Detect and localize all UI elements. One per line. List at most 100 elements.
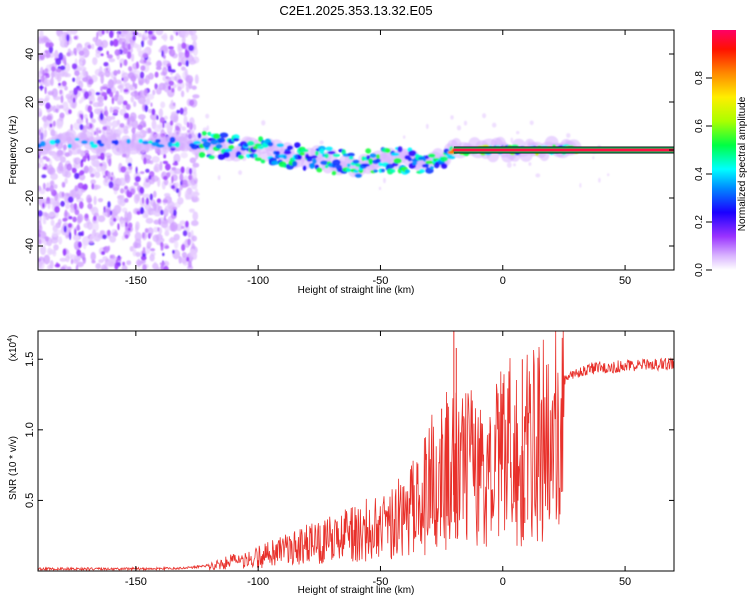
- spectrogram-blob: [253, 153, 258, 158]
- spectrogram-blob: [89, 111, 94, 119]
- spectrogram-blob: [283, 154, 288, 160]
- spectrogram-blob: [185, 220, 189, 228]
- spectrogram-blob: [184, 190, 190, 200]
- spectrogram-blob: [510, 137, 514, 144]
- spectrogram-blob: [81, 140, 88, 145]
- spectrogram-blob: [91, 118, 96, 124]
- spectrogram-blob: [117, 197, 122, 206]
- spectrogram-blob: [49, 139, 57, 145]
- spectrogram-blob: [155, 139, 161, 143]
- spectrogram-blob: [64, 209, 68, 217]
- spectrogram-blob: [120, 62, 122, 68]
- spectrogram-blob: [353, 169, 359, 174]
- spectrogram-blob: [39, 245, 47, 256]
- snr-panel: -150 -100 -50 0 50 0.5 1.0 1.5 Height of strai…: [7, 330, 675, 596]
- spectrogram-blob: [385, 148, 391, 154]
- spectrogram-blob: [163, 175, 168, 181]
- spectrogram-blob: [176, 109, 180, 114]
- spectrogram-blob: [390, 168, 396, 173]
- spectrogram-blob: [44, 79, 52, 87]
- spectrogram-blob: [440, 156, 448, 162]
- spectrogram-blob: [123, 59, 128, 66]
- spectrogram-blob: [160, 101, 166, 109]
- spectrogram-blob: [140, 65, 146, 71]
- spectrogram-blob: [369, 153, 377, 158]
- spectrogram-blob: [53, 244, 59, 251]
- spectrogram-blob: [126, 51, 132, 59]
- spectrogram-blob: [49, 180, 55, 186]
- spectrogram-blob: [74, 185, 79, 192]
- spectrogram-blob: [162, 160, 169, 165]
- spectrogram-blob: [187, 129, 191, 133]
- spectrogram-x-ticks: -150 -100 -50 0 50: [125, 30, 631, 287]
- spectrogram-blob: [61, 191, 65, 198]
- spectrogram-blob: [44, 68, 49, 73]
- spectrogram-blob: [85, 117, 88, 124]
- spectrogram-blob: [90, 179, 96, 185]
- spectrogram-blob: [592, 156, 595, 160]
- tone-core: [453, 148, 674, 152]
- spectrogram-blob: [134, 90, 138, 95]
- spectrogram-blob: [158, 218, 162, 226]
- spectrogram-blob: [66, 52, 71, 57]
- spectrogram-blob: [67, 143, 73, 149]
- spectrogram-blob: [83, 165, 89, 174]
- spectrogram-blob: [368, 158, 374, 164]
- y-tick-label: 0.5: [24, 493, 36, 508]
- snr-exponent-label: (x104): [7, 335, 19, 362]
- spectrogram-blob: [183, 115, 188, 126]
- spectrogram-blob: [146, 93, 155, 100]
- spectrogram-blob: [165, 163, 171, 171]
- spectrogram-blob: [117, 32, 120, 39]
- spectrogram-blob: [138, 138, 144, 144]
- spectrogram-blob: [107, 229, 111, 237]
- spectrogram-blob: [123, 112, 130, 119]
- spectrogram-blob: [90, 251, 96, 261]
- spectrogram-blob: [126, 260, 132, 266]
- spectrogram-blob: [58, 52, 64, 61]
- spectrogram-blob: [180, 90, 185, 98]
- spectrogram-blob: [110, 176, 113, 181]
- spectrogram-blob: [72, 235, 79, 241]
- spectrogram-blob: [180, 166, 185, 174]
- spectrogram-blob: [232, 138, 240, 142]
- snr-spikes: [441, 331, 526, 538]
- spectrogram-blob: [125, 43, 128, 49]
- spectrogram-blob: [77, 213, 84, 223]
- spectrogram-blob: [327, 151, 336, 155]
- spectrogram-blob: [194, 74, 199, 85]
- spectrogram-blob: [140, 206, 144, 215]
- spectrogram-blob: [425, 123, 429, 129]
- spectrogram-blob: [38, 157, 44, 164]
- spectrogram-blob: [64, 177, 68, 184]
- spectrogram-blob: [115, 79, 122, 85]
- spectrogram-blob: [162, 59, 168, 70]
- spectrogram-blob: [131, 127, 136, 134]
- spectrogram-blob: [217, 137, 226, 143]
- y-tick-label: 1.5: [24, 352, 36, 367]
- spectrogram-marks: [38, 30, 610, 270]
- spectrogram-blob: [257, 145, 264, 150]
- spectrogram-blob: [38, 229, 41, 234]
- spectrogram-blob: [84, 91, 89, 100]
- spectrogram-blob: [45, 52, 51, 59]
- spectrogram-blob: [162, 121, 165, 129]
- spectrogram-blob: [44, 236, 49, 242]
- spectrogram-blob: [91, 183, 95, 190]
- spectrogram-blob: [44, 86, 47, 95]
- spectrogram-blob: [136, 259, 142, 267]
- spectrogram-blob: [41, 39, 45, 45]
- spectrogram-blob: [173, 233, 180, 241]
- spectrogram-blob: [184, 68, 188, 77]
- y-tick-label: -40: [24, 238, 36, 254]
- spectrogram-blob: [408, 150, 417, 157]
- spectrogram-blob: [163, 115, 168, 120]
- spectrogram-blob: [136, 44, 142, 53]
- spectrogram-blob: [325, 146, 333, 151]
- spectrogram-blob: [42, 182, 46, 190]
- spectrogram-blob: [105, 109, 109, 118]
- spectrogram-blob: [96, 31, 99, 40]
- spectrogram-blob: [177, 197, 184, 205]
- x-tick-label: 50: [619, 576, 631, 588]
- spectrogram-blob: [71, 189, 77, 199]
